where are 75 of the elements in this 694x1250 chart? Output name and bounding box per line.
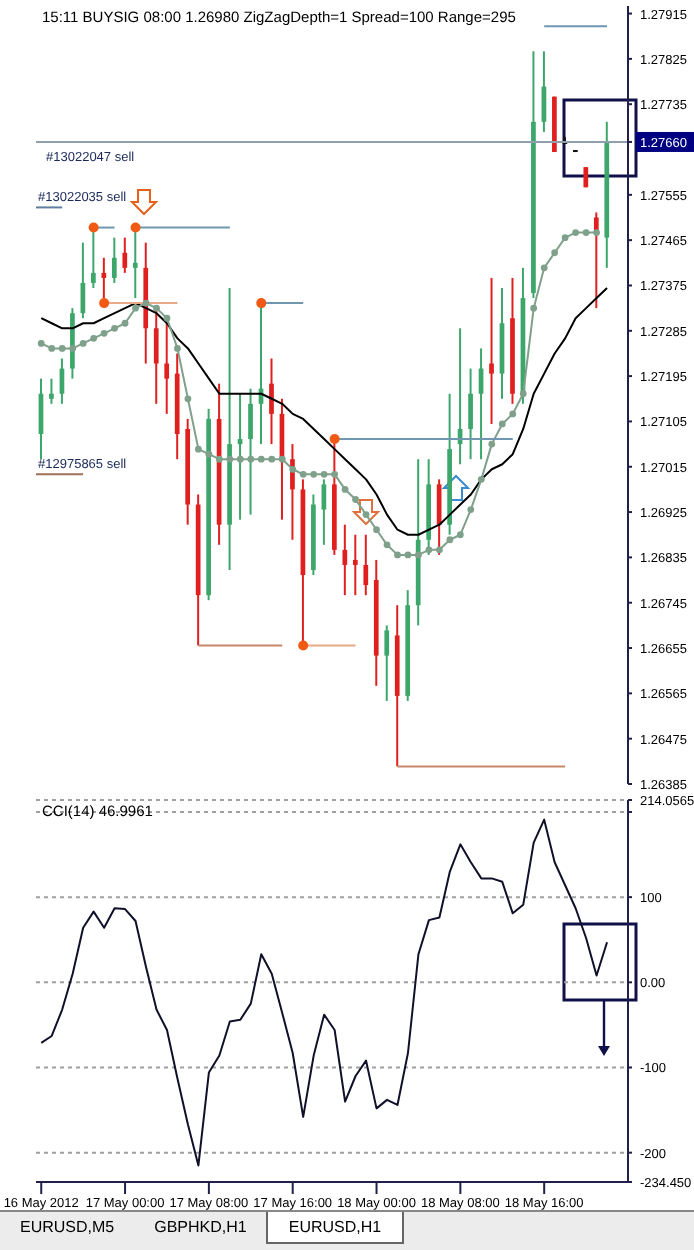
point	[446, 536, 454, 544]
point	[540, 264, 548, 272]
point	[593, 229, 600, 236]
point	[404, 551, 412, 559]
point	[341, 486, 349, 493]
point	[561, 234, 569, 242]
text: GBPHKD,H1	[152, 1216, 249, 1240]
point	[373, 526, 380, 534]
point	[509, 410, 517, 418]
candlestick	[122, 236, 128, 274]
point	[519, 390, 527, 398]
point	[299, 470, 307, 478]
line-series	[40, 286, 609, 536]
point	[247, 455, 255, 463]
point	[79, 339, 87, 347]
point	[436, 546, 443, 554]
point	[195, 445, 202, 453]
point	[268, 455, 276, 463]
point	[352, 496, 359, 503]
point	[174, 345, 181, 352]
point	[257, 455, 265, 463]
point	[48, 345, 56, 352]
candlestick	[248, 387, 253, 516]
candlestick	[468, 367, 473, 461]
point	[37, 339, 45, 347]
point	[551, 249, 559, 257]
point	[498, 420, 506, 428]
point	[488, 440, 496, 448]
candlestick	[489, 276, 494, 425]
point	[477, 475, 485, 483]
candlestick	[384, 624, 390, 702]
point	[130, 222, 141, 233]
candlestick	[352, 533, 358, 597]
point	[572, 229, 580, 236]
point	[467, 506, 475, 513]
point	[383, 541, 391, 549]
candlestick	[269, 357, 274, 446]
point	[163, 314, 171, 322]
point	[278, 455, 286, 463]
point	[289, 465, 297, 473]
point	[99, 298, 110, 309]
point	[69, 345, 77, 352]
point	[100, 329, 108, 337]
candlestick	[342, 523, 348, 597]
point	[153, 304, 160, 312]
point	[415, 551, 422, 559]
candlestick	[164, 322, 170, 415]
point	[58, 345, 66, 352]
candlestick	[111, 236, 117, 284]
point	[329, 434, 340, 445]
point	[425, 546, 433, 554]
point	[90, 334, 98, 342]
point	[142, 299, 150, 307]
point	[530, 304, 538, 312]
candlestick	[49, 377, 54, 405]
point	[456, 531, 464, 539]
candlestick	[153, 307, 159, 405]
point	[331, 470, 339, 478]
point	[215, 455, 223, 463]
candlestick	[363, 533, 369, 597]
point	[582, 229, 590, 236]
point	[236, 455, 244, 463]
point	[111, 324, 118, 332]
point	[320, 470, 328, 478]
point	[121, 319, 129, 327]
point	[226, 455, 234, 463]
point	[88, 222, 99, 233]
text: EURUSD,M5	[18, 1216, 117, 1240]
point	[394, 551, 401, 559]
point	[205, 450, 213, 458]
point	[310, 470, 318, 478]
point	[184, 395, 192, 403]
point	[256, 298, 267, 309]
point	[132, 304, 139, 312]
point	[298, 640, 309, 651]
